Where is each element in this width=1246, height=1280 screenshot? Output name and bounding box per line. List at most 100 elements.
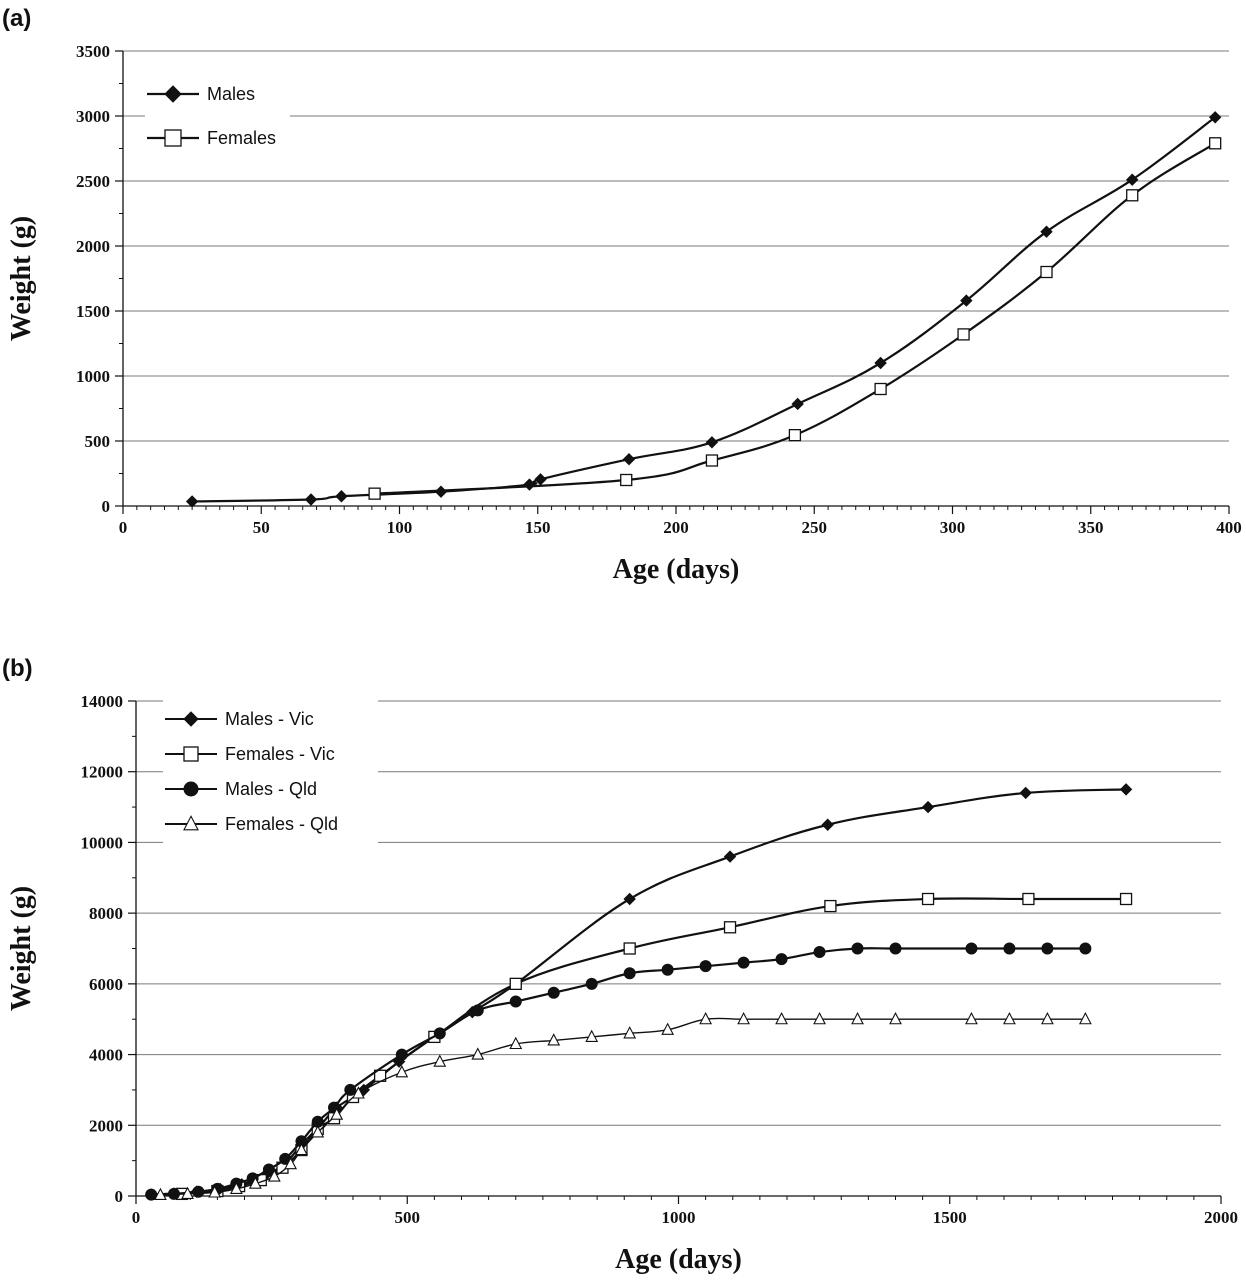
chart-b-x-axis-title: Age (days) — [615, 1244, 742, 1275]
chart-b-series-2-point — [889, 942, 902, 955]
chart-b-y-tick-label: 12000 — [81, 763, 124, 782]
chart-b-series-2-point — [509, 995, 522, 1008]
chart-b-series-3-point — [284, 1156, 298, 1170]
chart-a-x-tick-label: 150 — [525, 518, 551, 537]
chart-b-series-3-point — [851, 1011, 864, 1025]
chart-b-x-tick-label: 1000 — [662, 1208, 696, 1227]
chart-b-series-2-point — [585, 977, 598, 990]
chart-a-x-tick-label: 350 — [1078, 518, 1104, 537]
chart-a-legend-label-0: Males — [207, 84, 255, 104]
chart-a-series-0-point — [1040, 225, 1053, 238]
chart-b-series-3-point — [775, 1011, 788, 1025]
chart-b-legend-label-2: Males - Qld — [225, 779, 317, 799]
chart-b-series-1-point — [1119, 892, 1133, 906]
chart-a-y-tick-label: 1500 — [76, 302, 110, 321]
chart-a-series-0-point — [960, 294, 973, 307]
chart-b-series-1-point — [824, 899, 837, 913]
chart-a-y-tick-label: 0 — [102, 497, 111, 516]
chart-a-y-tick-label: 1000 — [76, 367, 110, 386]
chart-b-series-3-point — [433, 1054, 447, 1067]
panel-a-label: (a) — [2, 5, 31, 32]
chart-a-series-0-point — [705, 436, 719, 449]
chart-a-series-0-point — [185, 495, 199, 508]
chart-a-series-0-point — [791, 397, 804, 411]
chart-a-x-tick-label: 200 — [663, 518, 689, 537]
chart-b-legend-label-0: Males - Vic — [225, 709, 314, 729]
chart-a-y-tick-label: 3500 — [76, 42, 110, 61]
chart-a-series-0-point — [1126, 173, 1139, 186]
chart-a-legend-label-1: Females — [207, 128, 276, 148]
chart-b-series-2-point — [699, 960, 712, 973]
chart-b-series-3-point — [1040, 1011, 1054, 1025]
chart-b-y-tick-label: 6000 — [89, 975, 123, 994]
chart-b-series-1-point — [509, 977, 522, 991]
chart-a-series-0-point — [335, 490, 348, 503]
chart-b-series-3-point — [661, 1022, 675, 1035]
chart-a-series-1-point — [874, 382, 887, 396]
chart-b-series-3-point — [813, 1011, 826, 1025]
chart-b-y-tick-label: 0 — [115, 1187, 124, 1206]
chart-a-series-0-point — [304, 493, 318, 506]
chart-a-x-tick-label: 50 — [253, 518, 270, 537]
panel-b-label: (b) — [2, 655, 33, 682]
chart-b-legend-marker-1 — [183, 746, 199, 762]
chart-a-legend-marker-0 — [164, 85, 182, 103]
chart-a-series-0-point — [523, 478, 536, 491]
chart-b-series-1-line — [182, 897, 1127, 1195]
chart-b-series-3-point — [181, 1186, 194, 1199]
chart-b-series-3-point — [509, 1036, 523, 1050]
chart-a-x-tick-label: 100 — [387, 518, 413, 537]
chart-b-series-3-point — [248, 1176, 262, 1189]
chart-b-series-2-point — [145, 1188, 158, 1201]
chart-a-y-tick-label: 2500 — [76, 172, 110, 191]
chart-a-series-0-line — [192, 116, 1216, 503]
chart-b-series-3-point — [330, 1107, 344, 1120]
chart-a-series-0-point — [874, 356, 887, 370]
chart-b-series-2-point — [471, 1004, 484, 1017]
chart-a-y-tick-label: 500 — [85, 432, 111, 451]
chart-b-series-2-point — [851, 942, 864, 955]
chart-a-x-tick-label: 400 — [1216, 518, 1242, 537]
chart-a-series-1-point — [705, 454, 719, 467]
chart-b-series-3-point — [471, 1047, 485, 1060]
chart-b-x-tick-label: 0 — [132, 1208, 141, 1227]
chart-b-x-tick-label: 2000 — [1204, 1208, 1238, 1227]
chart-b-y-tick-label: 4000 — [89, 1046, 123, 1065]
chart-a-series-0-point — [622, 452, 636, 466]
chart-a-series-1-point — [368, 487, 381, 500]
chart-a-y-axis-title: Weight (g) — [6, 216, 37, 341]
chart-b-y-tick-label: 2000 — [89, 1116, 123, 1135]
chart-b-series-1-point — [1022, 892, 1035, 906]
chart-b-series-2-point — [433, 1027, 446, 1040]
chart-a: 0 50 100 150 200 250 300 350 400 0 500 1000 1500 2000… — [6, 42, 1242, 585]
chart-b-series-0-point — [623, 892, 636, 906]
chart-b-series-3-point — [154, 1187, 167, 1201]
chart-b-x-tick-label: 500 — [395, 1208, 421, 1227]
chart-b-series-2-point — [1079, 942, 1092, 955]
chart-b-series-3-point — [585, 1029, 599, 1042]
chart-b-series-2-point — [623, 967, 636, 980]
chart-b-series-3-point — [737, 1011, 751, 1025]
chart-b-series-1-point — [623, 942, 636, 955]
chart-b-legend-marker-0 — [183, 711, 199, 727]
chart-b-series-3-point — [1003, 1011, 1016, 1025]
chart-b-y-tick-label: 10000 — [81, 833, 124, 852]
chart-b-series-3-point — [267, 1169, 281, 1182]
chart-a-series-1-point — [788, 428, 802, 442]
chart-b-legend-marker-2 — [183, 781, 199, 797]
chart-b-legend-label-1: Females - Vic — [225, 744, 335, 764]
chart-b-legend-marker-3 — [183, 815, 199, 831]
chart-a-x-tick-label: 300 — [940, 518, 966, 537]
chart-b-series-0-point — [821, 818, 834, 831]
chart-b-series-2-point — [813, 946, 826, 959]
chart-a-series-1-point — [1209, 137, 1222, 150]
chart-b-series-0-point — [1019, 786, 1032, 800]
chart-a-x-tick-label: 250 — [802, 518, 828, 537]
chart-b-series-3-point — [352, 1086, 365, 1099]
chart-b-y-tick-label: 8000 — [89, 904, 123, 923]
chart-b-series-2-point — [965, 942, 978, 955]
chart-b-series-3-point — [311, 1125, 325, 1138]
chart-b-series-0-point — [921, 800, 935, 814]
chart-b-y-tick-label: 14000 — [81, 692, 124, 711]
